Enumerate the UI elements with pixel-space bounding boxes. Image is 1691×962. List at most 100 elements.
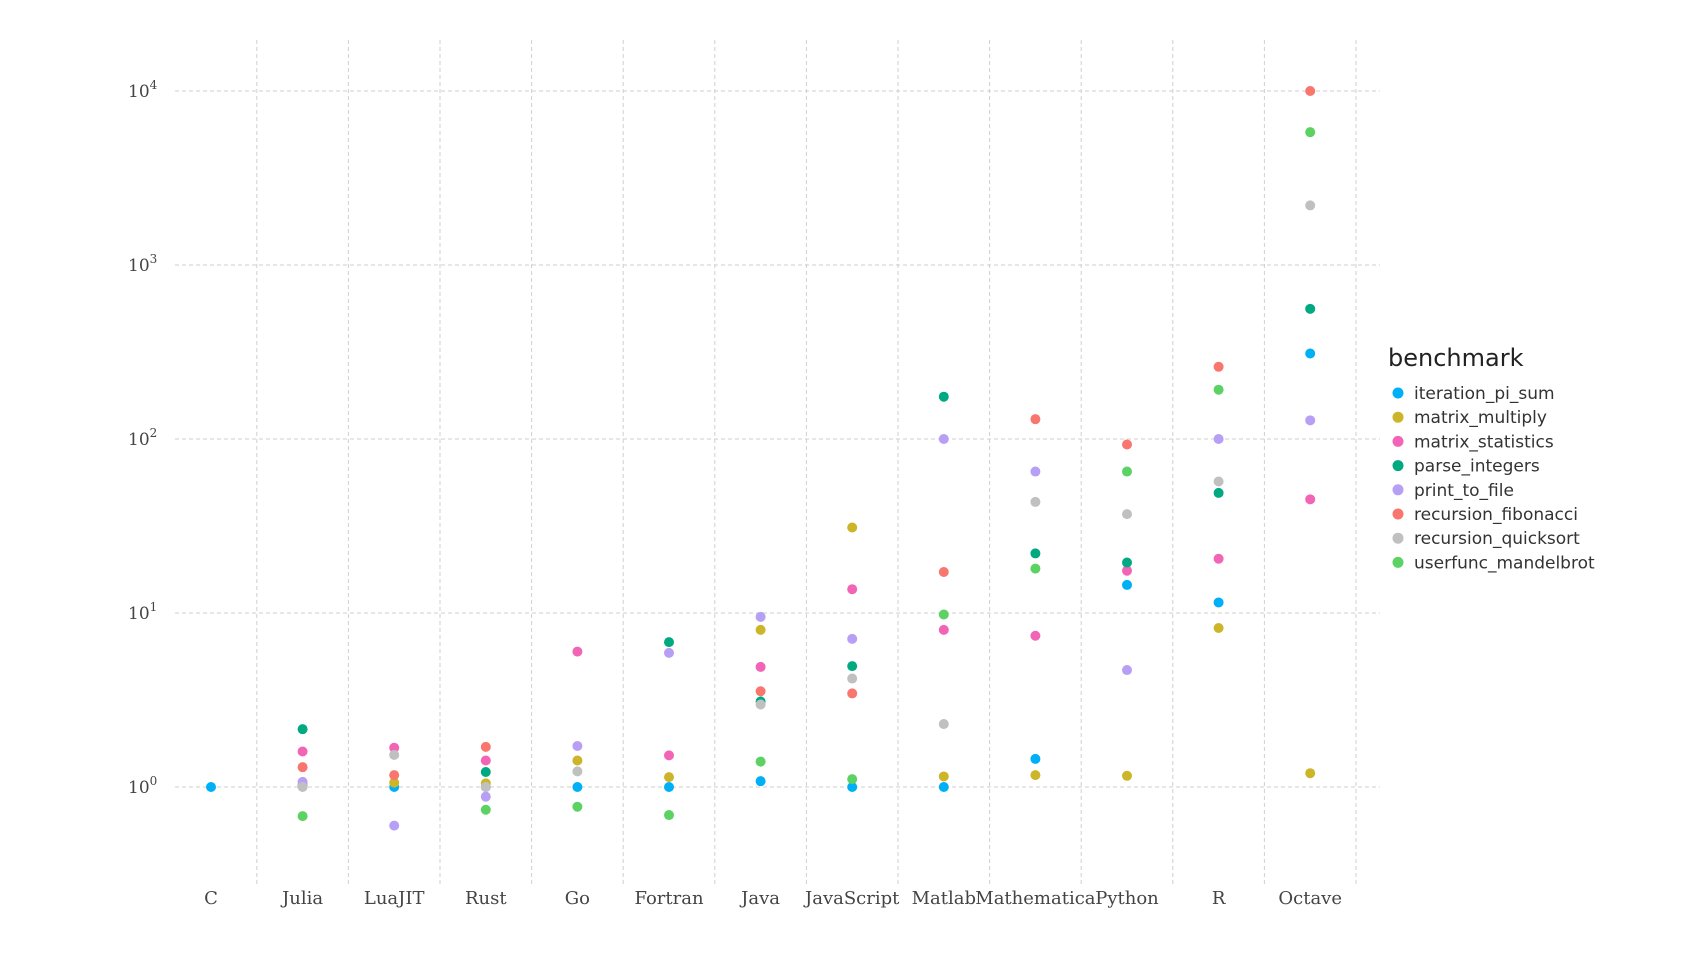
- data-point-parse-integers: [480, 766, 491, 777]
- data-point-parse-integers: [1122, 557, 1132, 568]
- data-point-userfunc-mandelbrot: [664, 810, 674, 821]
- data-point-parse-integers: [847, 661, 858, 672]
- x-tick-label: JavaScript: [803, 888, 900, 909]
- data-point-print-to-file: [755, 611, 766, 622]
- data-point-recursion-fibonacci: [938, 567, 949, 578]
- data-point-matrix-statistics: [1122, 565, 1132, 576]
- data-point-iteration-pi-sum: [1030, 753, 1041, 764]
- data-point-matrix-statistics: [664, 750, 674, 761]
- x-tick-label: Python: [1095, 888, 1159, 909]
- data-point-iteration-pi-sum: [572, 782, 583, 792]
- x-tick-label: Go: [565, 888, 590, 909]
- data-point-matrix-statistics: [1213, 553, 1224, 564]
- legend-key: [1392, 387, 1404, 399]
- data-point-userfunc-mandelbrot: [572, 801, 583, 812]
- data-point-recursion-quicksort: [847, 673, 858, 684]
- data-point-recursion-fibonacci: [755, 686, 766, 697]
- data-point-iteration-pi-sum: [664, 782, 674, 792]
- y-tick-label: 101: [128, 600, 157, 624]
- legend-key: [1392, 484, 1404, 496]
- legend-title: benchmark: [1388, 344, 1524, 372]
- data-point-iteration-pi-sum: [847, 782, 858, 792]
- data-point-userfunc-mandelbrot: [847, 774, 858, 785]
- legend: benchmark iteration_pi_sum matrix_multipl…: [1388, 344, 1595, 573]
- x-tick-label: Java: [739, 888, 780, 909]
- data-point-recursion-quicksort: [1122, 509, 1132, 520]
- data-point-recursion-fibonacci: [847, 688, 858, 699]
- data-point-matrix-statistics: [297, 746, 308, 757]
- data-point-matrix-statistics: [1030, 630, 1041, 641]
- data-point-iteration-pi-sum: [206, 782, 216, 792]
- data-point-matrix-multiply: [847, 522, 858, 533]
- data-point-parse-integers: [297, 724, 308, 735]
- data-point-matrix-multiply: [1030, 770, 1041, 781]
- x-tick-label: R: [1212, 888, 1226, 909]
- legend-key: [1392, 532, 1404, 544]
- data-point-print-to-file: [389, 820, 400, 831]
- legend-key: [1392, 556, 1404, 568]
- data-point-print-to-file: [1213, 434, 1224, 444]
- data-point-recursion-quicksort: [1030, 496, 1041, 507]
- data-point-matrix-statistics: [480, 755, 491, 766]
- x-tick-label: C: [204, 888, 218, 909]
- data-point-matrix-multiply: [389, 777, 400, 788]
- data-point-recursion-fibonacci: [480, 741, 491, 752]
- y-tick-label: 102: [128, 426, 157, 450]
- legend-label: matrix_statistics: [1414, 432, 1554, 452]
- data-point-matrix-multiply: [664, 772, 674, 783]
- data-point-userfunc-mandelbrot: [1122, 466, 1132, 477]
- data-point-userfunc-mandelbrot: [938, 609, 949, 620]
- data-point-recursion-quicksort: [480, 782, 491, 792]
- legend-label: iteration_pi_sum: [1414, 384, 1555, 404]
- data-point-iteration-pi-sum: [1305, 348, 1316, 359]
- data-point-matrix-multiply: [1305, 768, 1316, 779]
- data-point-recursion-quicksort: [389, 749, 400, 760]
- data-point-matrix-statistics: [938, 624, 949, 635]
- data-point-print-to-file: [938, 434, 949, 444]
- data-point-print-to-file: [1030, 466, 1041, 477]
- x-tick-label: Octave: [1278, 888, 1342, 909]
- data-point-matrix-multiply: [1213, 622, 1224, 633]
- legend-label: userfunc_mandelbrot: [1414, 553, 1595, 573]
- data-point-recursion-quicksort: [1213, 476, 1224, 487]
- data-point-matrix-multiply: [938, 771, 949, 782]
- legend-key: [1392, 411, 1404, 423]
- legend-items: iteration_pi_sum matrix_multiply matrix_st…: [1392, 384, 1595, 573]
- data-point-parse-integers: [1305, 303, 1316, 314]
- data-point-print-to-file: [664, 647, 674, 658]
- data-point-userfunc-mandelbrot: [755, 756, 766, 767]
- data-point-iteration-pi-sum: [938, 782, 949, 792]
- x-tick-label: LuaJIT: [364, 888, 425, 909]
- data-point-recursion-quicksort: [1305, 200, 1316, 211]
- y-axis-ticks: 100 101 102 103 104: [128, 78, 158, 798]
- x-axis-ticks: C Julia LuaJIT Rust Go Fortran Java JavaScript M…: [204, 888, 1342, 909]
- data-point-matrix-statistics: [1305, 494, 1316, 505]
- data-point-userfunc-mandelbrot: [480, 804, 491, 815]
- data-point-recursion-quicksort: [297, 782, 308, 792]
- data-point-userfunc-mandelbrot: [297, 811, 308, 822]
- legend-label: print_to_file: [1414, 481, 1514, 501]
- x-tick-label: Fortran: [634, 888, 704, 909]
- data-point-matrix-statistics: [755, 661, 766, 672]
- data-point-print-to-file: [847, 633, 858, 644]
- x-tick-label: Rust: [465, 888, 507, 909]
- legend-label: matrix_multiply: [1414, 408, 1547, 428]
- data-points: [206, 86, 1316, 831]
- data-point-iteration-pi-sum: [1122, 579, 1132, 590]
- y-tick-label: 103: [128, 252, 157, 276]
- data-point-parse-integers: [1030, 548, 1041, 559]
- data-point-print-to-file: [1305, 415, 1316, 426]
- data-point-parse-integers: [938, 391, 949, 402]
- x-tick-label: Julia: [280, 888, 323, 909]
- legend-label: recursion_quicksort: [1414, 529, 1580, 549]
- x-tick-label: Matlab: [912, 888, 976, 909]
- data-point-print-to-file: [480, 791, 491, 802]
- x-tick-label: Mathematica: [975, 888, 1096, 909]
- y-tick-label: 100: [128, 774, 157, 798]
- data-point-iteration-pi-sum: [1213, 597, 1224, 608]
- legend-key: [1392, 508, 1404, 520]
- data-point-matrix-multiply: [572, 755, 583, 766]
- data-point-iteration-pi-sum: [755, 776, 766, 787]
